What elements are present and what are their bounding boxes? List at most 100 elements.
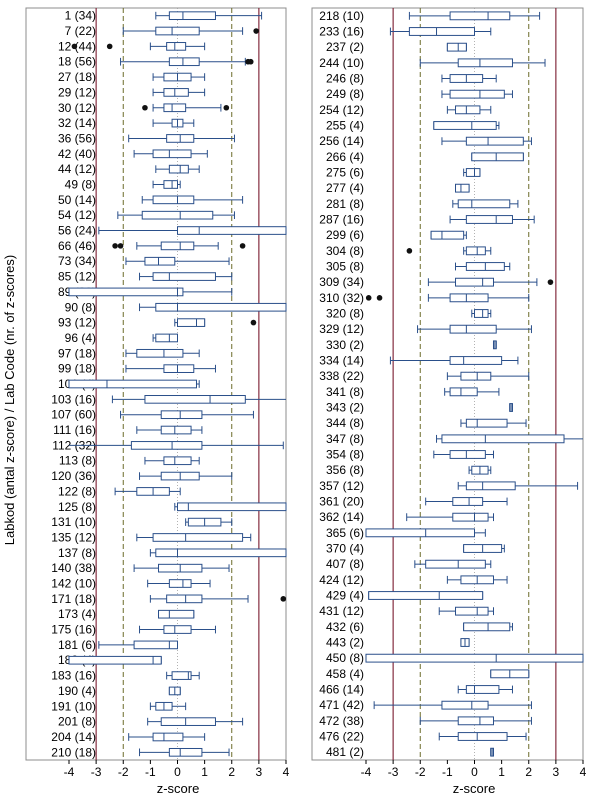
- lab-label: 334 (14): [319, 354, 364, 368]
- box: [449, 293, 489, 303]
- lab-row: 191 (10): [51, 699, 187, 713]
- box: [455, 183, 470, 193]
- lab-row: 210 (18): [51, 745, 230, 759]
- box: [474, 309, 489, 318]
- lab-row: 277 (4): [326, 181, 470, 195]
- plot-frame: [311, 7, 584, 761]
- lab-row: 362 (14): [319, 510, 494, 524]
- lab-row: 90 (8): [65, 300, 287, 314]
- box: [160, 425, 192, 435]
- box: [152, 149, 192, 159]
- lab-row: 287 (16): [319, 213, 535, 227]
- lab-row: 181 (6): [58, 638, 179, 652]
- lab-row: 407 (8): [326, 557, 492, 571]
- lab-label: 140 (38): [51, 561, 96, 575]
- lab-row: 343 (2): [326, 401, 513, 415]
- lab-label: 281 (8): [326, 197, 364, 211]
- box: [160, 410, 203, 420]
- lab-row: 334 (14): [319, 354, 519, 368]
- outlier-point: [280, 596, 287, 602]
- lab-label: 171 (18): [51, 592, 96, 606]
- lab-row: 103 (16): [51, 392, 286, 406]
- lab-label: 97 (18): [58, 346, 96, 360]
- lab-row: 44 (12): [58, 162, 200, 176]
- lab-label: 210 (18): [51, 745, 96, 759]
- lab-label: 407 (8): [326, 557, 364, 571]
- lab-label: 356 (8): [326, 463, 364, 477]
- lab-label: 85 (12): [58, 270, 96, 284]
- lab-label: 18 (56): [58, 55, 96, 69]
- lab-label: 361 (20): [319, 495, 364, 509]
- x-tick-label: -3: [388, 765, 399, 779]
- lab-row: 254 (12): [319, 103, 492, 117]
- lab-label: 429 (4): [326, 589, 364, 603]
- lab-label: 122 (8): [58, 484, 96, 498]
- lab-row: 131 (10): [51, 515, 233, 529]
- lab-label: 27 (18): [58, 70, 96, 84]
- lab-label: 443 (2): [326, 636, 364, 650]
- lab-row: 466 (14): [319, 683, 513, 697]
- lab-label: 330 (2): [326, 338, 364, 352]
- box: [177, 318, 206, 327]
- lab-label: 432 (6): [326, 620, 364, 634]
- outlier-point: [376, 295, 383, 301]
- lab-label: 431 (12): [319, 604, 364, 618]
- lab-row: 27 (18): [58, 70, 206, 84]
- lab-row: 341 (8): [326, 385, 500, 399]
- lab-label: 50 (14): [58, 193, 96, 207]
- lab-label: 135 (12): [51, 530, 96, 544]
- box: [457, 716, 494, 726]
- x-tick-label: 4: [580, 765, 587, 779]
- lab-row: 29 (12): [58, 85, 206, 99]
- lab-row: 320 (8): [326, 307, 492, 321]
- lab-row: 12 (44): [58, 39, 206, 53]
- lab-row: 56 (24): [58, 224, 287, 238]
- right-panel: 218 (10)233 (16)237 (2)244 (10)246 (8)24…: [311, 7, 587, 779]
- lab-row: 481 (2): [326, 745, 494, 759]
- lab-row: 299 (6): [326, 228, 467, 242]
- lab-label: 287 (16): [319, 213, 364, 227]
- lab-row: 472 (38): [319, 714, 532, 728]
- box: [155, 548, 287, 558]
- lab-row: 111 (16): [53, 423, 203, 437]
- lab-label: 481 (2): [326, 745, 364, 759]
- lab-row: 32 (14): [58, 116, 195, 130]
- lab-label: 338 (22): [319, 369, 364, 383]
- lab-label: 73 (34): [58, 254, 96, 268]
- lab-label: 131 (10): [51, 515, 96, 529]
- lab-label: 309 (34): [319, 275, 364, 289]
- lab-label: 99 (18): [58, 362, 96, 376]
- box: [141, 210, 214, 220]
- box: [449, 387, 478, 397]
- lab-row: 73 (34): [58, 254, 230, 268]
- box: [441, 700, 489, 710]
- lab-label: 233 (16): [319, 25, 364, 39]
- box: [171, 671, 192, 680]
- box: [68, 379, 197, 389]
- x-tick-label: 4: [283, 765, 290, 779]
- lab-row: 310 (32): [319, 291, 530, 305]
- lab-row: 471 (42): [319, 698, 532, 712]
- lab-row: 450 (8): [326, 651, 584, 665]
- lab-row: 424 (12): [319, 573, 508, 587]
- lab-row: 255 (4): [326, 119, 500, 133]
- lab-row: 275 (6): [326, 166, 481, 180]
- outlier-point: [547, 279, 554, 285]
- lab-row: 204 (14): [51, 730, 206, 744]
- x-tick-label: 1: [201, 765, 208, 779]
- lab-label: 142 (10): [51, 577, 96, 591]
- lab-row: 125 (8): [58, 500, 287, 514]
- lab-label: 30 (12): [58, 101, 96, 115]
- lab-label: 204 (14): [51, 730, 96, 744]
- x-tick-label: -4: [361, 765, 372, 779]
- lab-row: 244 (10): [319, 56, 546, 70]
- lab-label: 472 (38): [319, 714, 364, 728]
- box: [163, 364, 195, 373]
- lab-label: 201 (8): [58, 715, 96, 729]
- lab-label: 424 (12): [319, 573, 364, 587]
- lab-row: 122 (8): [58, 484, 181, 498]
- lab-label: 256 (14): [319, 134, 364, 148]
- lab-row: 309 (34): [319, 275, 554, 289]
- box: [160, 717, 216, 726]
